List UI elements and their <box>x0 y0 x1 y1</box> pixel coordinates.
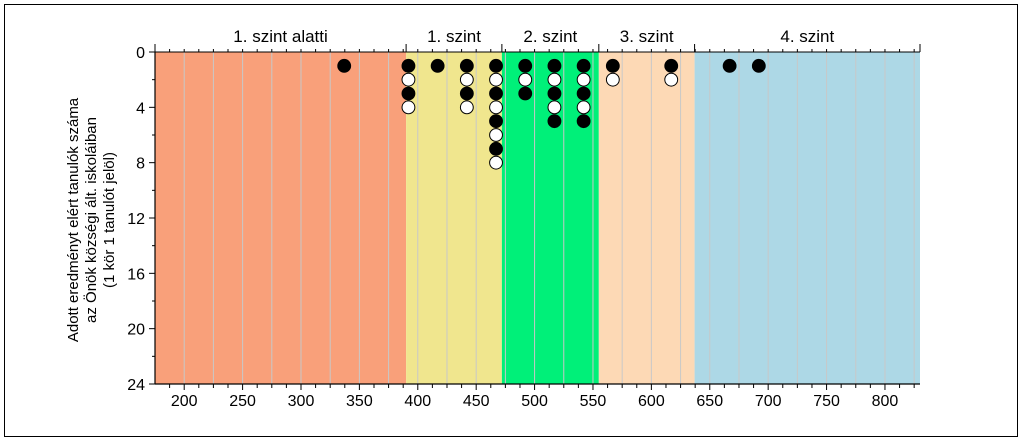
y-tick-label: 12 <box>127 211 145 228</box>
level-band <box>406 52 502 384</box>
student-dot <box>401 72 416 87</box>
student-dot <box>489 114 503 129</box>
student-dot <box>459 86 474 101</box>
student-dot <box>489 141 503 156</box>
chart-frame <box>4 4 1018 437</box>
student-dot <box>337 58 352 73</box>
y-axis-label-line: az Önök községi ált. iskoláiban <box>82 117 100 323</box>
student-dot <box>576 100 591 115</box>
student-dot <box>576 72 591 87</box>
level-band <box>598 52 695 384</box>
student-dot <box>547 100 562 115</box>
band-label: 1. szint alatti <box>233 27 328 46</box>
y-axis-label-line: Adott eredményt elért tanulók száma <box>65 97 82 342</box>
band-label: 2. szint <box>523 27 577 46</box>
student-dot <box>547 86 562 101</box>
x-tick-label: 300 <box>288 393 315 410</box>
x-tick-label: 650 <box>696 393 723 410</box>
student-dot <box>489 72 503 87</box>
x-tick-labels: 200 250 300 350 400 450 500 550 600 650 700 750 800 <box>169 384 915 410</box>
y-axis-label-line: (1 kör 1 tanulót jelöl) <box>101 152 118 288</box>
x-tick-label: 700 <box>755 393 782 410</box>
student-dot <box>547 114 562 129</box>
student-dot <box>489 128 503 142</box>
y-tick-labels: 0 4 8 12 16 20 24 <box>127 45 155 394</box>
student-dot <box>489 155 503 170</box>
y-tick-label: 4 <box>136 100 145 117</box>
student-dot <box>459 72 474 87</box>
band-label: 3. szint <box>620 27 674 46</box>
x-tick-label: 400 <box>404 393 431 410</box>
band-labels: 1. szint alatti 1. szint 2. szint 3. szint 4… <box>233 27 834 46</box>
level-band <box>155 52 407 384</box>
band-label: 1. szint <box>427 27 481 46</box>
y-tick-label: 8 <box>136 156 145 173</box>
student-dot <box>430 58 445 73</box>
student-dot <box>547 58 562 73</box>
student-dot <box>576 114 591 129</box>
student-dot <box>459 100 474 115</box>
y-tick-label: 20 <box>127 322 145 339</box>
student-dot <box>722 58 737 73</box>
y-tick-label: 16 <box>127 266 145 283</box>
student-dot <box>547 72 562 87</box>
student-dot <box>518 58 533 73</box>
student-dot <box>576 58 591 73</box>
x-tick-label: 200 <box>171 393 198 410</box>
y-tick-label: 0 <box>136 45 145 62</box>
level-bands <box>155 52 920 384</box>
band-label: 4. szint <box>780 27 834 46</box>
level-band <box>694 52 920 384</box>
student-dot <box>518 86 533 101</box>
x-tick-label: 350 <box>346 393 373 410</box>
student-dot <box>489 58 503 73</box>
student-dot <box>401 86 416 101</box>
student-dot <box>518 72 533 87</box>
vertical-gridlines <box>183 52 915 384</box>
student-dot <box>401 100 416 115</box>
student-dot <box>605 58 620 73</box>
student-dot <box>401 58 416 73</box>
y-tick-label: 24 <box>127 377 145 394</box>
y-axis-label: Adott eredményt elért tanulók számaaz Ön… <box>65 97 118 342</box>
x-tick-label: 450 <box>463 393 490 410</box>
x-tick-label: 800 <box>872 393 899 410</box>
x-tick-label: 600 <box>638 393 665 410</box>
student-dot <box>459 58 474 73</box>
student-dot <box>664 72 679 87</box>
student-dot <box>489 100 503 115</box>
student-dot <box>489 86 503 101</box>
x-tick-label: 500 <box>521 393 548 410</box>
student-dot <box>751 58 766 73</box>
student-dot <box>664 58 679 73</box>
top-axis <box>154 44 921 53</box>
student-dots <box>337 58 766 170</box>
x-tick-label: 250 <box>229 393 256 410</box>
student-dot <box>605 72 620 87</box>
x-tick-label: 750 <box>813 393 840 410</box>
student-dot <box>576 86 591 101</box>
x-tick-label: 550 <box>580 393 607 410</box>
